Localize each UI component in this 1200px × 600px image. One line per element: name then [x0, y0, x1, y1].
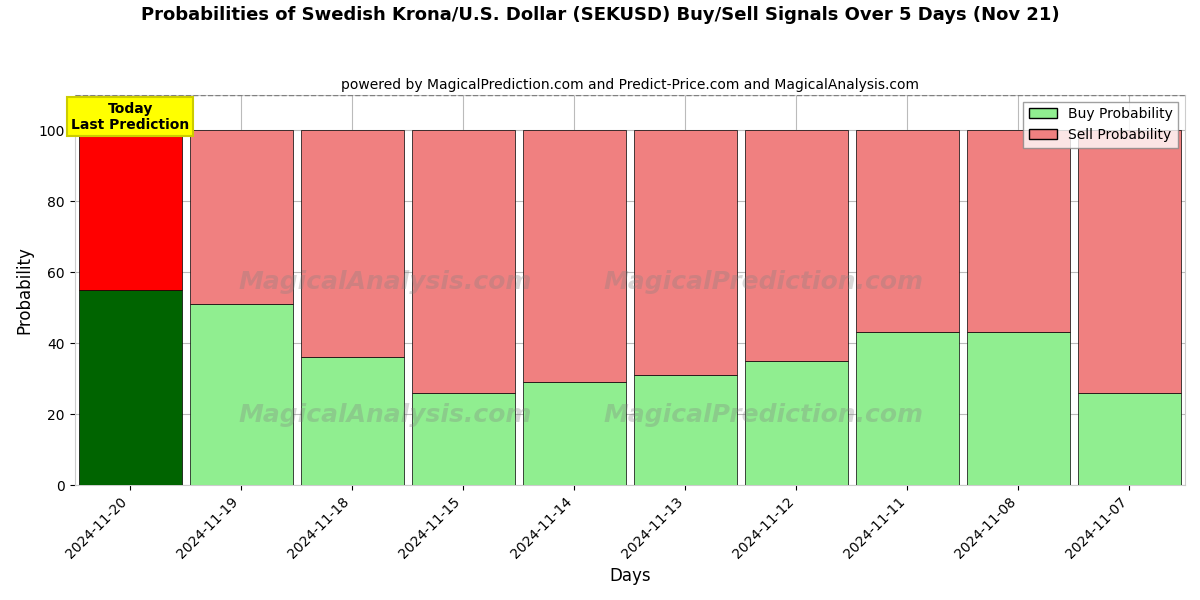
Text: MagicalPrediction.com: MagicalPrediction.com [604, 270, 923, 294]
Text: MagicalAnalysis.com: MagicalAnalysis.com [239, 403, 533, 427]
Bar [745, 130, 848, 361]
Title: powered by MagicalPrediction.com and Predict-Price.com and MagicalAnalysis.com: powered by MagicalPrediction.com and Pre… [341, 78, 919, 92]
Bar [634, 130, 737, 375]
Bar [856, 130, 959, 332]
Bar [301, 130, 404, 357]
Bar [856, 332, 959, 485]
Bar [523, 130, 626, 382]
Y-axis label: Probability: Probability [16, 246, 34, 334]
Bar [523, 382, 626, 485]
Bar [634, 375, 737, 485]
X-axis label: Days: Days [610, 567, 650, 585]
Bar [190, 130, 293, 304]
Bar [78, 130, 182, 290]
Bar [412, 393, 515, 485]
Bar [745, 361, 848, 485]
Bar [301, 357, 404, 485]
Text: MagicalPrediction.com: MagicalPrediction.com [604, 403, 923, 427]
Bar [412, 130, 515, 393]
Bar [78, 290, 182, 485]
Legend: Buy Probability, Sell Probability: Buy Probability, Sell Probability [1024, 101, 1178, 148]
Bar [967, 332, 1070, 485]
Text: Today
Last Prediction: Today Last Prediction [71, 101, 190, 132]
Bar [1078, 130, 1181, 393]
Text: Probabilities of Swedish Krona/U.S. Dollar (SEKUSD) Buy/Sell Signals Over 5 Days: Probabilities of Swedish Krona/U.S. Doll… [140, 6, 1060, 24]
Text: MagicalAnalysis.com: MagicalAnalysis.com [239, 270, 533, 294]
Bar [190, 304, 293, 485]
Bar [1078, 393, 1181, 485]
Bar [967, 130, 1070, 332]
